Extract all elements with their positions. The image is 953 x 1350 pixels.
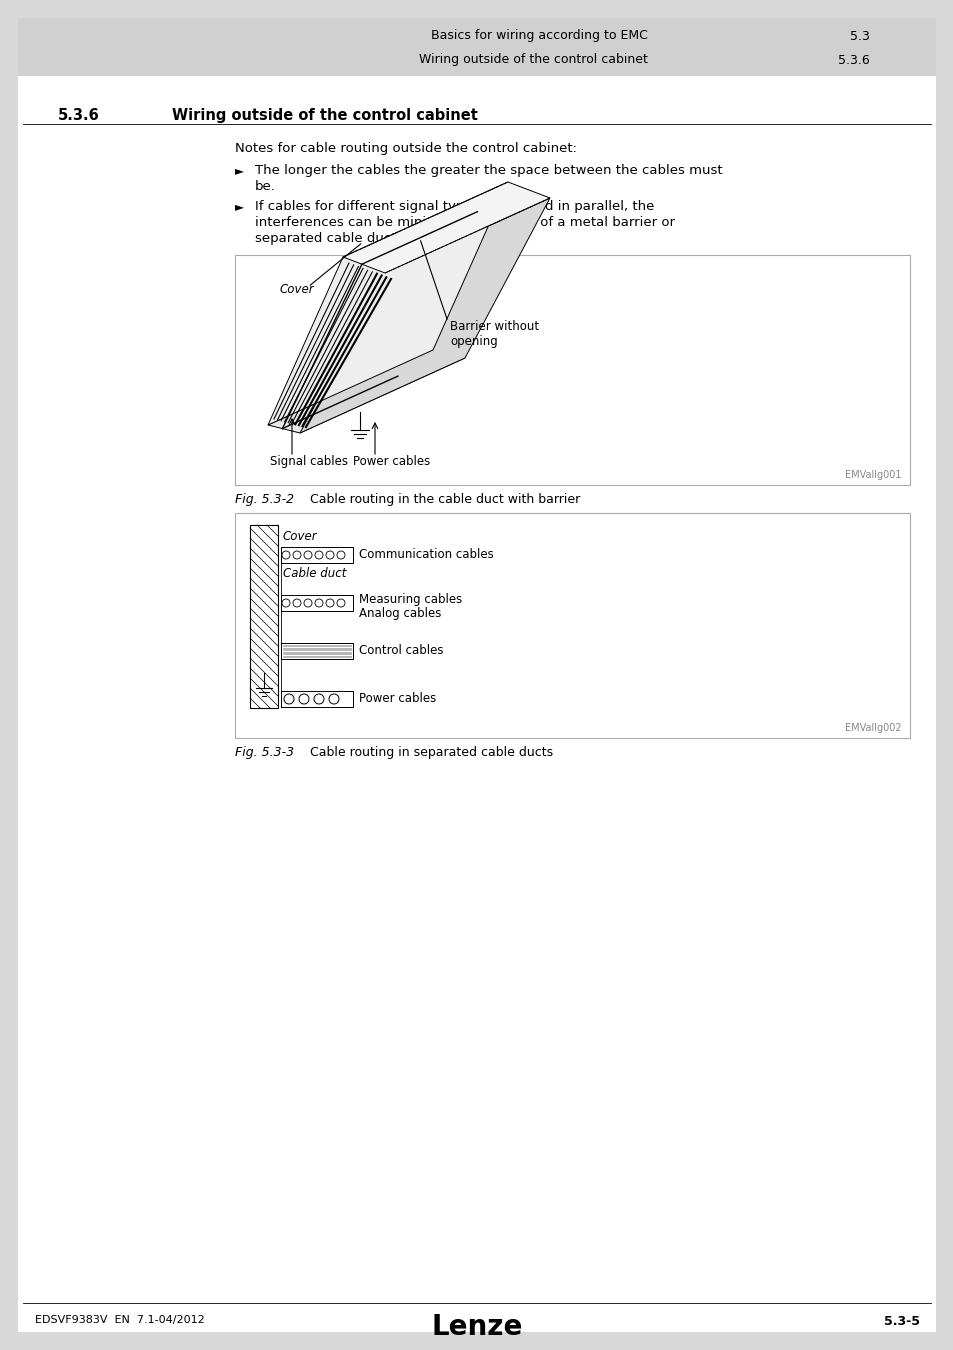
Text: Signal cables: Signal cables [270,455,348,468]
Circle shape [326,599,334,608]
Circle shape [293,599,301,608]
Text: be.: be. [254,180,275,193]
Text: Analog cables: Analog cables [358,606,441,620]
Bar [281,691,353,707]
Bar [281,547,353,563]
Text: 5.3: 5.3 [849,30,869,42]
Text: Wiring outside of the control cabinet: Wiring outside of the control cabinet [418,54,647,66]
Text: ►: ► [234,200,244,213]
Bar [281,643,353,659]
Text: 5.3.6: 5.3.6 [838,54,869,66]
Bar [250,525,277,707]
Circle shape [336,551,345,559]
Text: Cover: Cover [283,531,317,543]
Text: Cable routing in the cable duct with barrier: Cable routing in the cable duct with bar… [310,493,579,506]
Text: 5.3.6: 5.3.6 [58,108,100,123]
Polygon shape [343,182,550,273]
Bar [234,255,909,485]
Text: EMVallg002: EMVallg002 [844,724,901,733]
Text: Communication cables: Communication cables [358,548,494,562]
Text: If cables for different signal types are routed in parallel, the: If cables for different signal types are… [254,200,654,213]
Circle shape [298,694,309,703]
Circle shape [314,694,324,703]
Text: Barrier without
opening: Barrier without opening [450,320,538,348]
Circle shape [282,599,290,608]
Polygon shape [299,198,550,433]
Text: 5.3-5: 5.3-5 [883,1315,919,1328]
Text: Control cables: Control cables [358,644,443,657]
Circle shape [314,599,323,608]
Circle shape [329,694,338,703]
Bar [234,513,909,738]
Polygon shape [268,182,507,425]
Circle shape [314,551,323,559]
Polygon shape [268,350,464,433]
Text: EMVallg001: EMVallg001 [844,470,901,481]
Bar [18,18,935,76]
Text: ►: ► [234,163,244,177]
Circle shape [293,551,301,559]
Text: Power cables: Power cables [358,693,436,706]
Text: Measuring cables: Measuring cables [358,593,462,606]
Text: EDSVF9383V  EN  7.1-04/2012: EDSVF9383V EN 7.1-04/2012 [35,1315,205,1324]
Text: interferences can be minimized by means of a metal barrier or: interferences can be minimized by means … [254,216,675,230]
Text: Fig. 5.3-2: Fig. 5.3-2 [234,493,294,506]
Circle shape [282,551,290,559]
Text: Basics for wiring according to EMC: Basics for wiring according to EMC [431,30,647,42]
Bar [281,595,353,612]
Circle shape [304,551,312,559]
Text: Wiring outside of the control cabinet: Wiring outside of the control cabinet [172,108,477,123]
Text: Cable routing in separated cable ducts: Cable routing in separated cable ducts [310,747,553,759]
Circle shape [326,551,334,559]
Text: Fig. 5.3-3: Fig. 5.3-3 [234,747,294,759]
Text: Lenze: Lenze [431,1314,522,1341]
Text: Cable duct: Cable duct [283,567,346,580]
Text: Power cables: Power cables [353,455,430,468]
Text: separated cable ducts.: separated cable ducts. [254,232,407,244]
Circle shape [304,599,312,608]
Text: The longer the cables the greater the space between the cables must: The longer the cables the greater the sp… [254,163,721,177]
Circle shape [336,599,345,608]
Text: Notes for cable routing outside the control cabinet:: Notes for cable routing outside the cont… [234,142,577,155]
Text: Cover: Cover [280,284,314,296]
Circle shape [284,694,294,703]
